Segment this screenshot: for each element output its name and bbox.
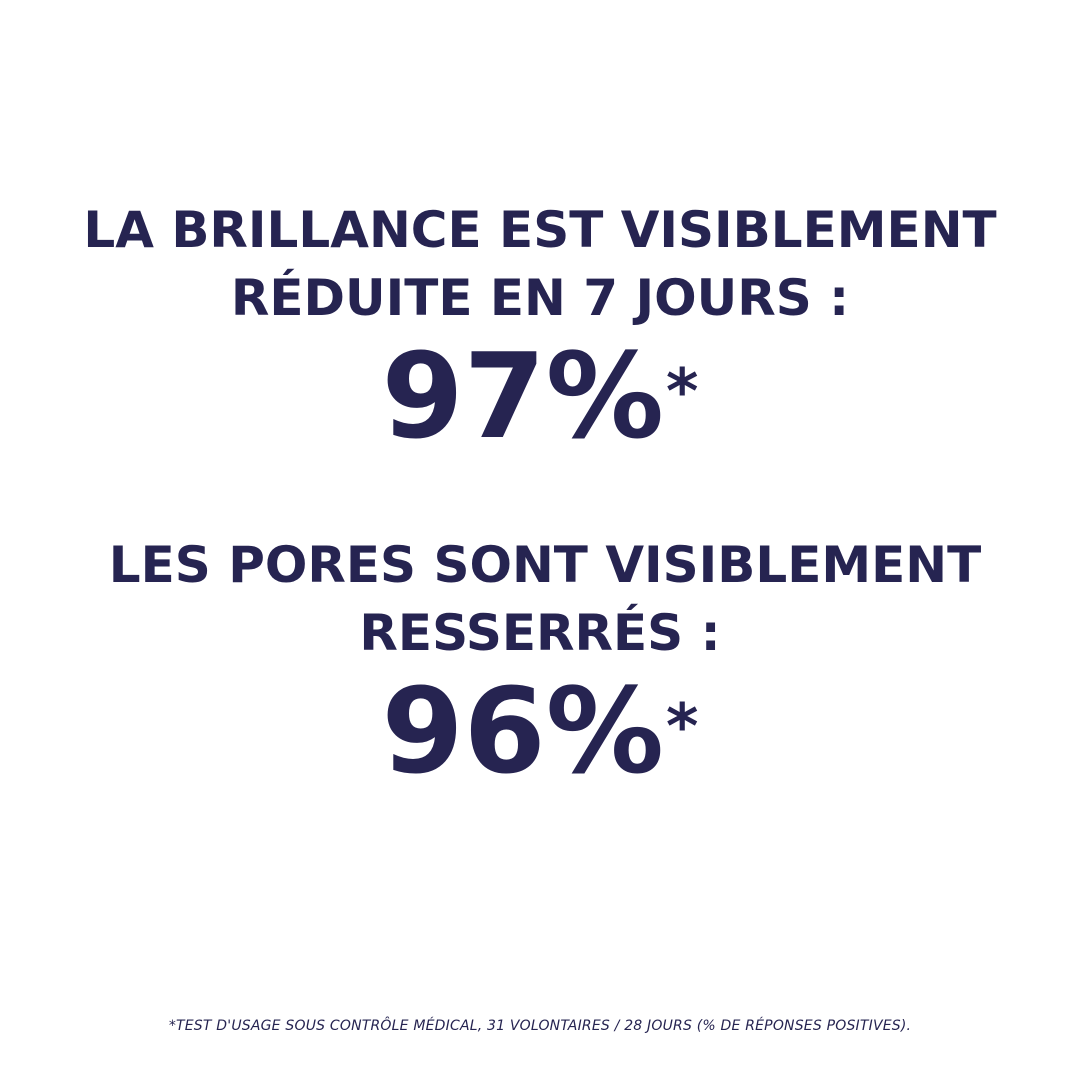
stat-value: 97% [381,327,664,465]
stat-value: 96% [381,662,664,800]
claim-shine: LA BRILLANCE EST VISIBLEMENT RÉDUITE EN … [0,196,1080,456]
claim-headline-line: RÉDUITE EN 7 JOURS : [230,269,850,327]
claim-headline-line: LES PORES SONT VISIBLEMENT [108,536,982,594]
footnote-marker: * [666,355,699,428]
claim-headline-line: LA BRILLANCE EST VISIBLEMENT [83,201,997,259]
claim-headline-line: RESSERRÉS : [359,604,721,662]
claim-pores: LES PORES SONT VISIBLEMENT RESSERRÉS : 9… [0,531,1080,791]
footnote: *TEST D'USAGE SOUS CONTRÔLE MÉDICAL, 31 … [168,1018,912,1034]
claim-stat: 97%* [0,336,1080,456]
footnote-marker: * [666,690,699,763]
claim-stat: 96%* [0,671,1080,791]
